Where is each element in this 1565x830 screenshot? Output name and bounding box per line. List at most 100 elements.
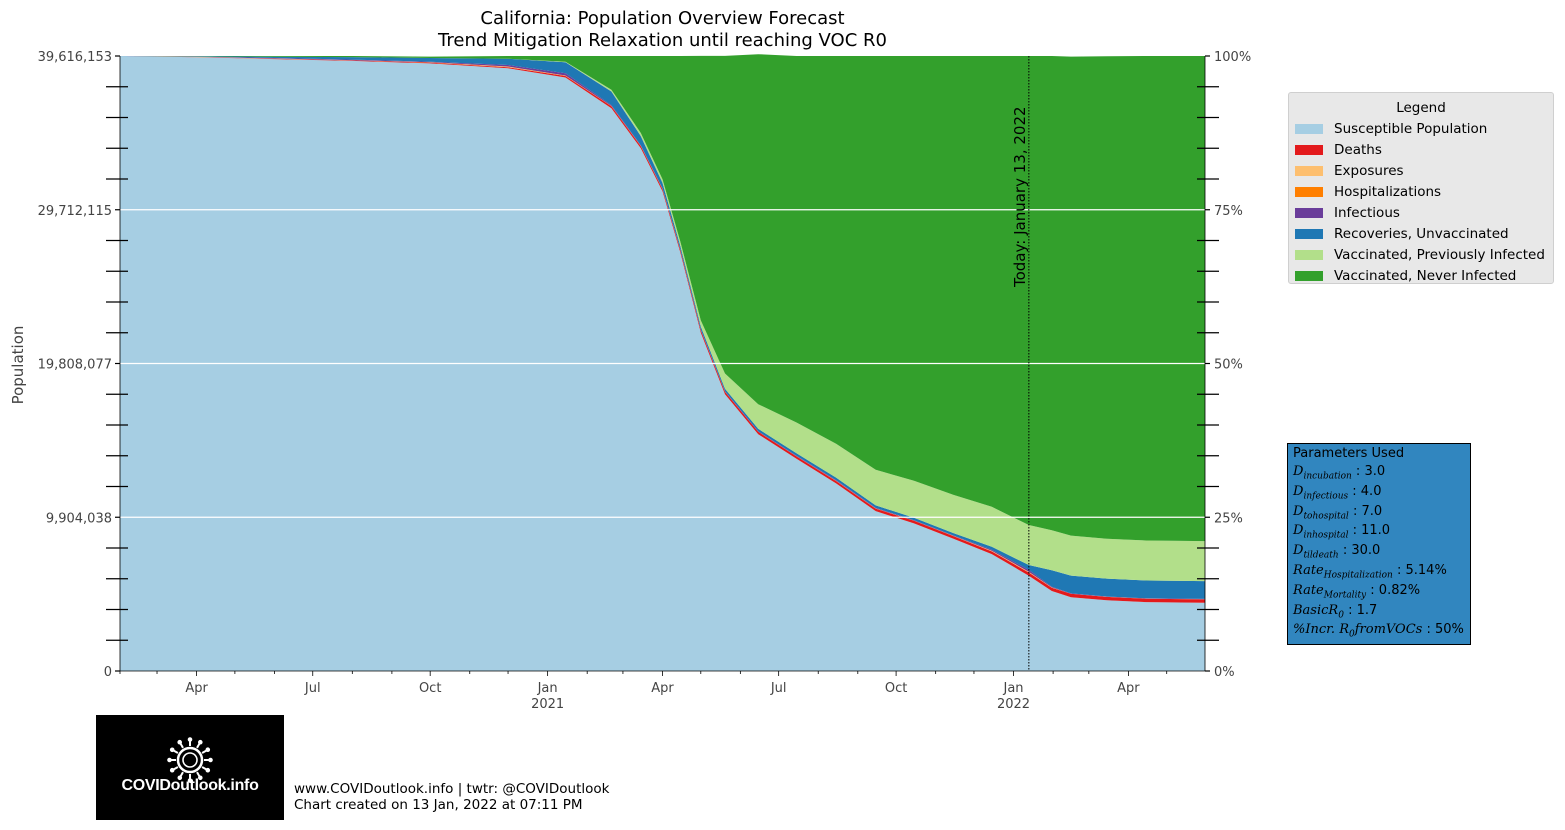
y-tick-label-right: 100% xyxy=(1214,50,1251,65)
parameter-row: %Incr. R0fromVOCs : 50% xyxy=(1293,620,1470,640)
legend-item: Susceptible Population xyxy=(1289,118,1553,139)
logo: COVIDoutlook.info xyxy=(96,715,284,820)
parameter-symbol: D xyxy=(1293,523,1304,539)
parameter-value: : 7.0 xyxy=(1348,503,1383,519)
y-tick-label-right: 50% xyxy=(1214,358,1243,373)
parameter-value: : 0.82% xyxy=(1366,582,1421,598)
parameter-row: Dinfectious : 4.0 xyxy=(1293,482,1470,502)
legend-item: Vaccinated, Previously Infected xyxy=(1289,244,1553,265)
parameter-symbol: Rate xyxy=(1293,562,1324,578)
x-tick-label: Jul xyxy=(770,681,787,696)
legend-swatch xyxy=(1295,123,1323,134)
legend-swatch xyxy=(1295,165,1323,176)
legend-item: Recoveries, Unvaccinated xyxy=(1289,223,1553,244)
legend-item: Vaccinated, Never Infected xyxy=(1289,265,1553,286)
parameter-symbol: BasicR xyxy=(1293,602,1339,618)
parameter-row: Dtohospital : 7.0 xyxy=(1293,502,1470,522)
parameter-symbol: D xyxy=(1293,464,1304,479)
footer-line2: Chart created on 13 Jan, 2022 at 07:11 P… xyxy=(294,797,583,813)
parameter-symbol: Rate xyxy=(1293,582,1324,598)
legend-item: Exposures xyxy=(1289,160,1553,181)
axes xyxy=(106,55,1219,676)
parameter-symbol: D xyxy=(1293,503,1304,519)
virus-icon xyxy=(167,737,213,783)
y-tick-label-left: 0 xyxy=(104,665,112,680)
legend-label: Infectious xyxy=(1334,204,1400,221)
parameter-subscript: 0 xyxy=(1338,610,1344,621)
parameter-symbol: D xyxy=(1293,483,1304,499)
parameters-box: Parameters Used Dincubation : 3.0 Dinfect… xyxy=(1287,443,1471,645)
parameter-row: Dtildeath : 30.0 xyxy=(1293,541,1470,561)
legend: Legend Susceptible Population Deaths Expos… xyxy=(1288,92,1554,284)
legend-item: Hospitalizations xyxy=(1289,181,1553,202)
y-tick-label-right: 0% xyxy=(1214,665,1235,680)
legend-label: Deaths xyxy=(1334,141,1382,158)
legend-swatch xyxy=(1295,270,1323,281)
parameter-row: RateMortality : 0.82% xyxy=(1293,581,1470,601)
parameter-subscript: inhospital xyxy=(1303,530,1349,541)
x-tick-label: Apr xyxy=(651,681,674,696)
today-marker: Today: January 13, 2022 xyxy=(1011,56,1030,671)
chart-title-line1: California: Population Overview Forecast xyxy=(480,8,845,29)
legend-swatch xyxy=(1295,186,1323,197)
parameter-value: : 30.0 xyxy=(1338,543,1381,559)
y-tick-label-left: 39,616,153 xyxy=(38,50,112,65)
today-label: Today: January 13, 2022 xyxy=(1011,106,1029,288)
x-tick-year-label: 2021 xyxy=(531,697,564,712)
footer: www.COVIDoutlook.info | twtr: @COVIDoutl… xyxy=(294,781,609,813)
parameter-value: : 5.14% xyxy=(1392,562,1447,578)
gridlines xyxy=(120,209,1205,518)
x-tick-label: Jan xyxy=(1003,681,1024,696)
parameter-row: Dincubation : 3.0 xyxy=(1293,462,1470,482)
footer-line1: www.COVIDoutlook.info | twtr: @COVIDoutl… xyxy=(294,781,610,797)
parameters-title: Parameters Used xyxy=(1293,446,1405,461)
area-layers xyxy=(120,54,1205,671)
parameter-value: : 11.0 xyxy=(1348,523,1391,539)
parameter-value: : 1.7 xyxy=(1343,602,1378,618)
parameter-row: RateHospitalization : 5.14% xyxy=(1293,561,1470,581)
x-tick-label: Jul xyxy=(304,681,321,696)
parameter-symbol: %Incr. R xyxy=(1293,622,1349,638)
legend-swatch xyxy=(1295,228,1323,239)
y-tick-label-left: 29,712,115 xyxy=(38,204,112,219)
logo-text: COVIDoutlook.info xyxy=(121,777,259,794)
x-tick-label: Apr xyxy=(185,681,208,696)
legend-label: Susceptible Population xyxy=(1334,120,1488,137)
parameter-row: BasicR0 : 1.7 xyxy=(1293,601,1470,621)
parameter-subscript: 0 xyxy=(1348,629,1355,640)
x-tick-label: Oct xyxy=(419,681,441,696)
legend-label: Hospitalizations xyxy=(1334,183,1442,200)
parameter-subscript: infectious xyxy=(1303,491,1349,502)
legend-label: Vaccinated, Previously Infected xyxy=(1334,246,1545,263)
legend-item: Deaths xyxy=(1289,139,1553,160)
chart-title-line2: Trend Mitigation Relaxation until reachi… xyxy=(438,30,887,51)
y-tick-label-right: 75% xyxy=(1214,204,1243,219)
legend-label: Recoveries, Unvaccinated xyxy=(1334,225,1509,242)
parameter-subscript: Hospitalization xyxy=(1323,570,1393,581)
parameter-subscript: tohospital xyxy=(1303,511,1349,522)
parameter-value: : 3.0 xyxy=(1351,464,1386,479)
parameter-subscript: tildeath xyxy=(1303,550,1339,561)
legend-label: Vaccinated, Never Infected xyxy=(1334,267,1517,284)
y-tick-label-left: 9,904,038 xyxy=(46,511,112,526)
parameter-row: Dinhospital : 11.0 xyxy=(1293,521,1470,541)
legend-swatch xyxy=(1295,144,1323,155)
area-vaccinated-never-infected xyxy=(120,54,1205,542)
legend-item: Infectious xyxy=(1289,202,1553,223)
legend-swatch xyxy=(1295,207,1323,218)
legend-title: Legend xyxy=(1396,100,1446,116)
legend-label: Exposures xyxy=(1334,162,1404,179)
parameter-subscript: incubation xyxy=(1303,471,1352,482)
y-tick-label-right: 25% xyxy=(1214,511,1243,526)
x-tick-label: Jan xyxy=(537,681,558,696)
x-tick-label: Apr xyxy=(1117,681,1140,696)
parameter-suffix: fromVOCs xyxy=(1354,622,1423,638)
parameter-symbol: D xyxy=(1293,543,1304,559)
y-tick-label-left: 19,808,077 xyxy=(38,358,112,373)
x-tick-year-label: 2022 xyxy=(997,697,1030,712)
x-tick-label: Oct xyxy=(885,681,907,696)
parameter-value: : 4.0 xyxy=(1348,483,1382,499)
legend-swatch xyxy=(1295,249,1323,260)
